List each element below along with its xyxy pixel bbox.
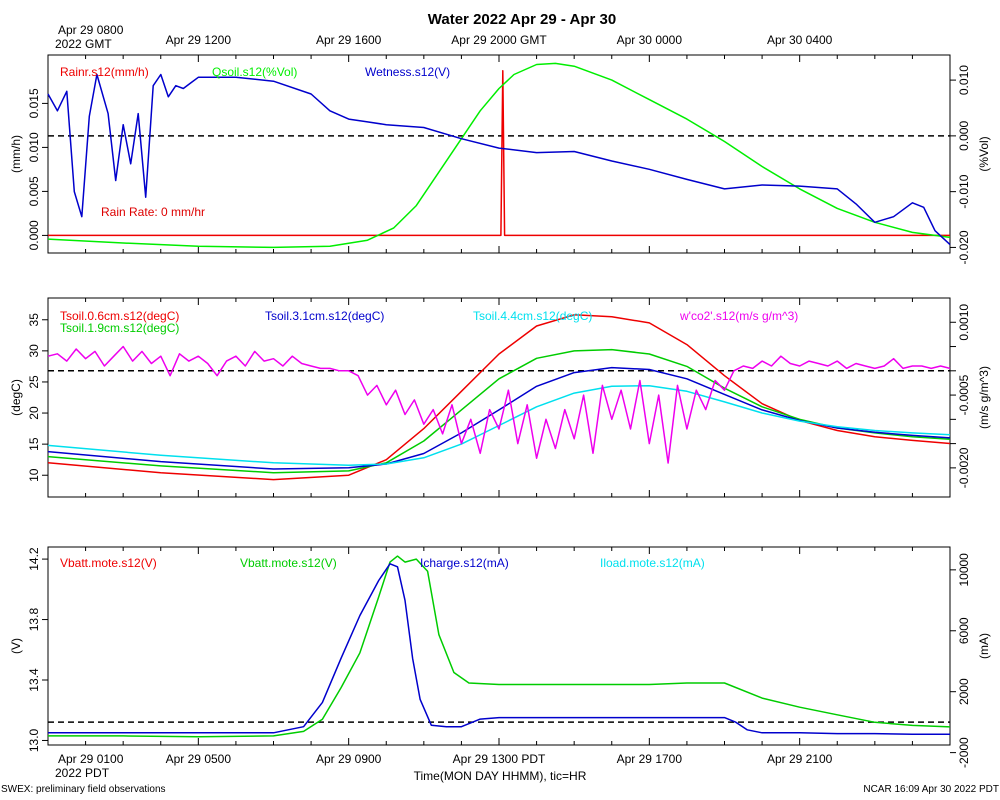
bottom-axis-tick-label: Apr 29 2100 [767,752,833,766]
x-axis-label: Time(MON DAY HHMM), tic=HR [414,769,587,783]
series-line-tsoil-0-6cm-s12-degc- [47,314,951,481]
series-line-w-co2-s12-m-s-g-m-3- [47,345,951,464]
top-axis-tick-label: Apr 30 0400 [767,33,833,47]
legend-entry: Wetness.s12(V) [365,65,450,79]
left-y-axis-label: (V) [9,638,23,654]
bottom-axis-tick-label: Apr 29 0500 [166,752,232,766]
top-axis-start-label: 2022 GMT [55,37,112,51]
legend-entry: Vbatt.mote.s12(V) [240,556,337,570]
right-y-axis-label: (m/s g/m^3) [977,366,991,429]
series-line-tsoil-1-9cm-s12-degc- [47,348,951,474]
legend-entry: Tsoil.1.9cm.s12(degC) [60,321,179,335]
footer-left-note: SWEX: preliminary field observations [1,784,166,795]
chart-title: Water 2022 Apr 29 - Apr 30 [428,11,616,28]
legend-entry: Tsoil.3.1cm.s12(degC) [265,309,384,323]
left-y-tick-label: 13.4 [27,668,41,692]
top-axis-tick-label: Apr 29 1200 [166,33,232,47]
legend-entry: Vbatt.mote.s12(V) [60,556,157,570]
rain-rate-annotation: Rain Rate: 0 mm/hr [101,205,205,219]
legend-entry: Tsoil.0.6cm.s12(degC) [60,309,179,323]
right-y-axis-label: (%Vol) [977,136,991,171]
left-y-axis-label: (degC) [9,379,23,416]
right-y-tick-label: -0.010 [957,174,971,208]
series-line-qsoil-s12-vol- [47,62,951,249]
left-y-tick-label: 20 [27,406,41,420]
left-y-tick-label: 30 [27,344,41,358]
bottom-axis-tick-label: Apr 29 1700 [617,752,683,766]
legend-entry: Rainr.s12(mm/h) [60,65,149,79]
right-y-tick-label: 10000 [957,553,971,587]
left-y-tick-label: 35 [27,313,41,327]
legend-entry: Icharge.s12(mA) [420,556,509,570]
right-y-tick-label: 0.0010 [957,304,971,341]
right-y-tick-label: 0.000 [957,121,971,151]
series-line-vbatt-mote-s12-v- [48,555,951,738]
right-y-tick-label: 2000 [957,678,971,705]
top-axis-tick-label: Apr 29 2000 GMT [451,33,547,47]
left-y-tick-label: 10 [27,468,41,482]
left-y-tick-label: 13.0 [27,728,41,752]
bottom-axis-start-label: 2022 PDT [55,766,110,780]
series-line-wetness-s12-v- [47,73,951,246]
left-y-tick-label: 15 [27,437,41,451]
left-y-tick-label: 0.000 [27,220,41,250]
legend-entry: Qsoil.s12(%Vol) [212,65,297,79]
legend-entry: w'co2'.s12(m/s g/m^3) [679,309,798,323]
footer-right-note: NCAR 16:09 Apr 30 2022 PDT [863,784,999,795]
left-y-tick-label: 0.015 [27,88,41,118]
left-y-tick-label: 0.010 [27,132,41,162]
bottom-axis-tick-label: Apr 29 0900 [316,752,382,766]
right-y-tick-label: -0.0005 [957,374,971,415]
right-y-tick-label: 0.010 [957,65,971,95]
legend-entry: Iload.mote.s12(mA) [600,556,705,570]
left-y-axis-label: (mm/h) [9,135,23,173]
bottom-axis-start-label: Apr 29 0100 [58,752,124,766]
right-y-tick-label: -0.0020 [957,447,971,488]
bottom-axis-tick-label: Apr 29 1300 PDT [453,752,546,766]
top-axis-tick-label: Apr 30 0000 [617,33,683,47]
right-y-tick-label: -0.020 [957,230,971,264]
top-axis-start-label: Apr 29 0800 [58,23,124,37]
series-line-icharge-s12-ma- [48,563,950,736]
top-axis-tick-label: Apr 29 1600 [316,33,382,47]
plot-frame-water [47,54,951,254]
series-line-tsoil-3-1cm-s12-degc- [47,366,951,470]
right-y-axis-label: (mA) [977,633,991,659]
series-line-rainr-s12-mm-h- [48,70,950,237]
legend-entry: Tsoil.4.4cm.s12(degC) [473,309,592,323]
left-y-tick-label: 25 [27,375,41,389]
plot-frame-power [47,546,951,746]
right-y-tick-label: -2000 [957,737,971,768]
left-y-tick-label: 13.8 [27,608,41,632]
right-y-tick-label: 6000 [957,617,971,644]
left-y-tick-label: 14.2 [27,547,41,571]
series-line-tsoil-4-4cm-s12-degc- [47,384,951,467]
left-y-tick-label: 0.005 [27,176,41,206]
